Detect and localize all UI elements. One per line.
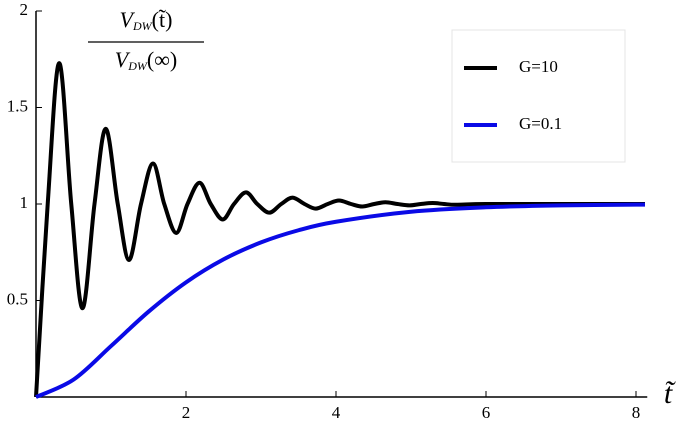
x-tick-label: 6 [482,403,491,422]
y-tick-label: 1.5 [7,96,28,115]
y-label-denominator: VDW(∞) [115,47,177,73]
legend-label: G=0.1 [519,114,562,133]
x-tick-label: 8 [632,403,641,422]
series-line [34,61,645,398]
y-tick-label: 1 [20,193,29,212]
x-label: t̃ [664,377,676,410]
x-tick-label: 2 [182,403,191,422]
y-tick-label: 2 [20,0,29,19]
y-label-numerator: VDW(t̃) [120,7,173,33]
series-line [35,202,646,399]
y-tick-label: 0.5 [7,289,28,308]
legend-box [451,29,626,163]
legend-label: G=10 [519,57,558,76]
x-tick-label: 4 [332,403,341,422]
